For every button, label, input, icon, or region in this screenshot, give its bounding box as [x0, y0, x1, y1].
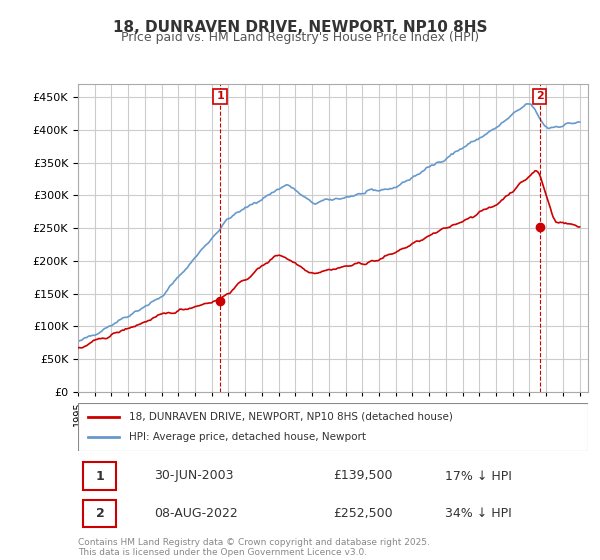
FancyBboxPatch shape [78, 403, 588, 451]
Text: Contains HM Land Registry data © Crown copyright and database right 2025.
This d: Contains HM Land Registry data © Crown c… [78, 538, 430, 557]
Text: £139,500: £139,500 [333, 469, 392, 483]
Text: 17% ↓ HPI: 17% ↓ HPI [445, 469, 512, 483]
Text: £252,500: £252,500 [333, 507, 392, 520]
FancyBboxPatch shape [83, 500, 116, 528]
Text: 1: 1 [95, 469, 104, 483]
Text: 2: 2 [95, 507, 104, 520]
Text: 18, DUNRAVEN DRIVE, NEWPORT, NP10 8HS (detached house): 18, DUNRAVEN DRIVE, NEWPORT, NP10 8HS (d… [129, 412, 453, 422]
FancyBboxPatch shape [83, 463, 116, 489]
Text: 30-JUN-2003: 30-JUN-2003 [155, 469, 234, 483]
Text: Price paid vs. HM Land Registry's House Price Index (HPI): Price paid vs. HM Land Registry's House … [121, 31, 479, 44]
Text: 08-AUG-2022: 08-AUG-2022 [155, 507, 238, 520]
Text: 18, DUNRAVEN DRIVE, NEWPORT, NP10 8HS: 18, DUNRAVEN DRIVE, NEWPORT, NP10 8HS [113, 20, 487, 35]
Text: 1: 1 [216, 91, 224, 101]
Text: 34% ↓ HPI: 34% ↓ HPI [445, 507, 512, 520]
Text: HPI: Average price, detached house, Newport: HPI: Average price, detached house, Newp… [129, 432, 366, 442]
Text: 2: 2 [536, 91, 544, 101]
